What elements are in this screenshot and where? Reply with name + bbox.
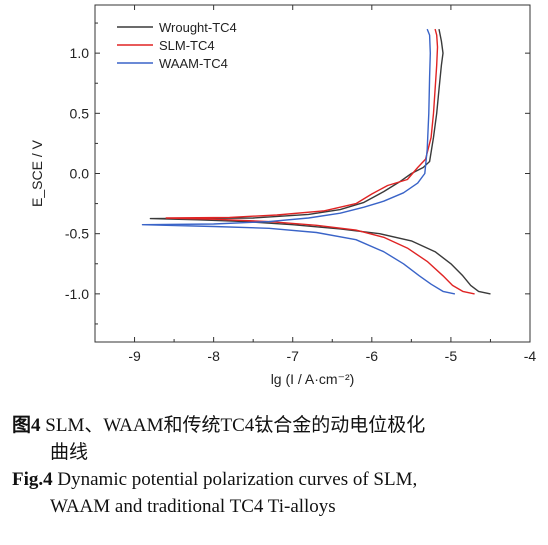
x-tick-label: -4 (524, 348, 537, 364)
x-axis-label: lg (I / A·cm⁻²) (271, 371, 355, 387)
caption-en-text-2: WAAM and traditional TC4 Ti-alloys (50, 496, 336, 517)
y-tick-label: 0.5 (70, 105, 90, 121)
y-tick-label: -1.0 (65, 286, 89, 302)
series-line-wrought-tc4 (149, 28, 491, 295)
polarization-chart: lg (I / A·cm⁻²) E_SCE / V -9 -8 -7 -6 -5 -4 1.0… (29, 4, 537, 387)
series-line-waam-tc4 (141, 28, 456, 295)
caption-en-text-1: Dynamic potential polarization curves of… (52, 469, 418, 490)
x-tick-label: -7 (287, 348, 300, 364)
axes-layer: lg (I / A·cm⁻²) E_SCE / V (29, 4, 531, 387)
legend: Wrought-TC4 SLM-TC4 WAAM-TC4 (117, 20, 237, 71)
series-layer (141, 28, 491, 295)
x-tick-label: -8 (207, 348, 220, 364)
figure-caption-chinese: 图4 SLM、WAAM和传统TC4钛合金的动电位极化 曲线 (12, 412, 542, 466)
legend-label-slm-tc4: SLM-TC4 (159, 38, 215, 53)
caption-cn-label: 图4 (12, 415, 41, 436)
series-line-slm-tc4 (165, 28, 475, 295)
y-tick-label: 1.0 (70, 45, 90, 61)
x-tick-label: -6 (366, 348, 379, 364)
y-tick-label: 0.0 (70, 166, 90, 182)
legend-label-waam-tc4: WAAM-TC4 (159, 56, 228, 71)
y-axis-label: E_SCE / V (29, 139, 45, 207)
figure-caption-english: Fig.4 Dynamic potential polarization cur… (12, 466, 542, 520)
y-tick-label: -0.5 (65, 226, 89, 242)
x-tick-label: -5 (445, 348, 458, 364)
caption-en-label: Fig.4 (12, 469, 53, 490)
ticks-layer: -9 -8 -7 -6 -5 -4 1.0 0.5 0.0 -0.5 -1.0 (65, 5, 537, 364)
x-tick-label: -9 (128, 348, 141, 364)
legend-label-wrought-tc4: Wrought-TC4 (159, 20, 237, 35)
caption-cn-text-1: SLM、WAAM和传统TC4钛合金的动电位极化 (40, 415, 426, 436)
caption-cn-text-2: 曲线 (50, 442, 89, 463)
